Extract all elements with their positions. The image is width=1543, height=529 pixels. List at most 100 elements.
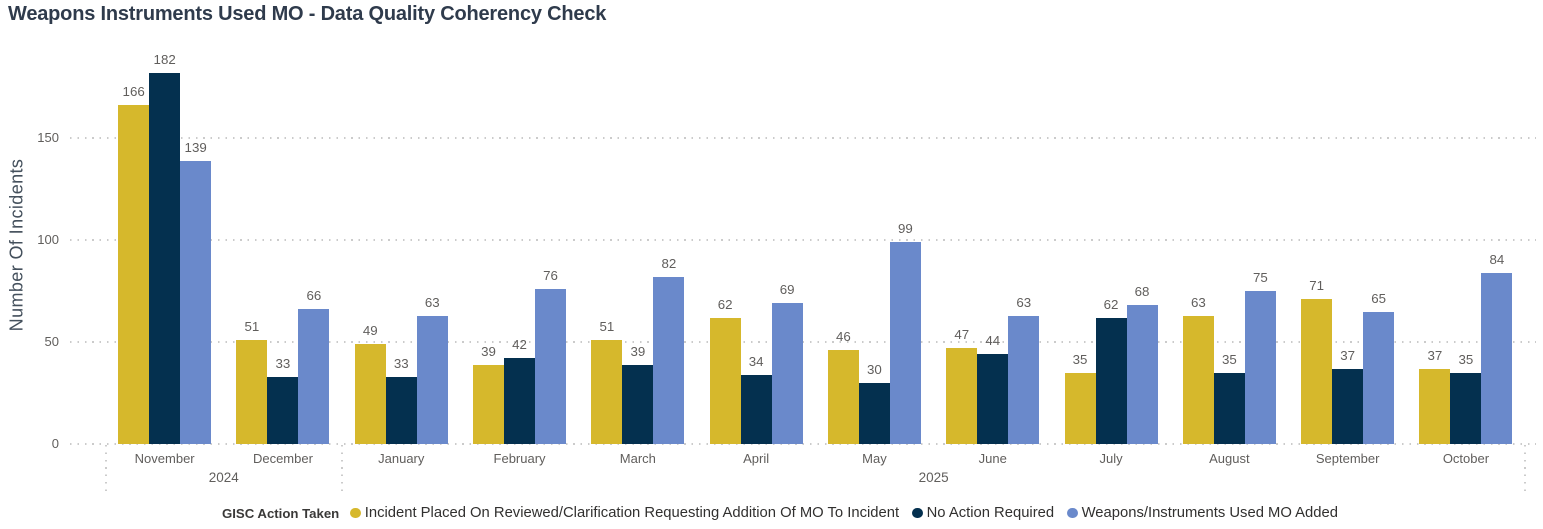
bar[interactable]: [1213, 372, 1245, 445]
legend-dot-icon: [350, 507, 361, 519]
x-axis-month-label: August: [1209, 451, 1250, 466]
value-label: 37: [1427, 347, 1443, 363]
legend-item[interactable]: Weapons/Instruments Used MO Added: [1067, 505, 1338, 521]
value-label: 63: [424, 294, 440, 310]
bar[interactable]: [709, 317, 741, 445]
bar[interactable]: [504, 358, 536, 445]
gridline-0: [70, 443, 1536, 446]
bar[interactable]: [416, 315, 448, 445]
legend-dot-icon: [912, 507, 923, 519]
y-tick-label: 150: [37, 130, 59, 146]
year-separator: [1524, 445, 1527, 492]
bar[interactable]: [1332, 368, 1364, 445]
value-label: 166: [122, 84, 145, 100]
x-axis-month-label: February: [493, 451, 546, 466]
legend-item-label: Incident Placed On Reviewed/Clarificatio…: [364, 505, 900, 521]
value-label: 42: [512, 337, 527, 353]
bar[interactable]: [1126, 305, 1158, 445]
bar[interactable]: [236, 340, 268, 445]
x-axis-month-label: May: [862, 451, 887, 466]
bar[interactable]: [1095, 317, 1127, 445]
legend-item-label: No Action Required: [926, 505, 1055, 521]
bar[interactable]: [267, 376, 299, 445]
bar[interactable]: [740, 374, 772, 445]
value-label: 63: [1016, 294, 1032, 310]
year-separator: [104, 445, 107, 492]
legend-items: Incident Placed On Reviewed/Clarificatio…: [350, 505, 1338, 521]
bar[interactable]: [827, 350, 859, 445]
bar[interactable]: [149, 72, 181, 445]
value-label: 71: [1309, 278, 1325, 294]
value-label: 46: [836, 329, 851, 345]
value-label: 62: [717, 296, 733, 312]
bar[interactable]: [771, 303, 803, 445]
bar[interactable]: [1419, 368, 1451, 445]
y-tick-label: 0: [51, 436, 59, 452]
y-tick-label: 50: [44, 334, 59, 350]
bar[interactable]: [180, 160, 212, 445]
value-label: 63: [1190, 294, 1206, 310]
chart-title: Weapons Instruments Used MO - Data Quali…: [8, 3, 607, 25]
bar[interactable]: [1182, 315, 1214, 445]
legend-title: GISC Action Taken: [222, 505, 340, 521]
gridline-100: [70, 239, 1536, 242]
bar[interactable]: [946, 348, 978, 445]
bar[interactable]: [118, 105, 150, 445]
bar[interactable]: [1008, 315, 1040, 445]
bar[interactable]: [622, 364, 654, 445]
bar[interactable]: [1450, 372, 1482, 445]
legend-dot-icon: [1067, 507, 1078, 519]
value-label: 139: [184, 139, 207, 155]
bar[interactable]: [1064, 372, 1096, 445]
x-axis-year-label: 2024: [208, 470, 239, 485]
x-axis-month-label: March: [619, 451, 656, 466]
bar[interactable]: [977, 354, 1009, 445]
x-axis-month-label: July: [1099, 451, 1123, 466]
legend-item[interactable]: Incident Placed On Reviewed/Clarificatio…: [350, 505, 899, 521]
bar[interactable]: [385, 376, 417, 445]
bar[interactable]: [1481, 272, 1513, 445]
bar[interactable]: [653, 276, 685, 445]
bar[interactable]: [298, 309, 330, 445]
bar[interactable]: [1363, 311, 1395, 445]
x-axis-month-label: June: [978, 451, 1007, 466]
legend: GISC Action Taken Incident Placed On Rev…: [222, 504, 1338, 522]
x-axis-month-label: January: [378, 451, 425, 466]
gridline-50: [70, 341, 1536, 344]
value-label: 34: [748, 353, 764, 369]
value-label: 35: [1072, 351, 1088, 367]
y-tick-label: 100: [37, 232, 59, 248]
value-label: 33: [393, 355, 409, 371]
value-label: 65: [1371, 290, 1387, 306]
bar[interactable]: [591, 340, 623, 445]
x-axis-month-label: December: [252, 451, 313, 466]
value-label: 33: [275, 355, 291, 371]
x-axis-month-label: September: [1315, 451, 1380, 466]
value-label: 99: [898, 221, 913, 237]
gridline-150: [70, 137, 1536, 140]
value-label: 47: [954, 327, 970, 343]
value-label: 49: [362, 323, 378, 339]
bar[interactable]: [535, 289, 567, 445]
bar[interactable]: [354, 344, 386, 445]
value-label: 35: [1458, 351, 1474, 367]
value-label: 62: [1103, 296, 1119, 312]
legend-item[interactable]: No Action Required: [912, 505, 1054, 521]
value-label: 84: [1489, 251, 1505, 267]
value-label: 75: [1252, 270, 1268, 286]
value-label: 69: [779, 282, 795, 298]
value-label: 35: [1221, 351, 1237, 367]
x-axis-month-label: October: [1442, 451, 1490, 466]
value-label: 76: [543, 268, 558, 284]
bar[interactable]: [1301, 299, 1333, 445]
bar[interactable]: [1244, 291, 1276, 445]
value-label: 66: [306, 288, 322, 304]
x-axis-year-label: 2025: [918, 470, 949, 485]
value-label: 44: [985, 333, 1001, 349]
bar[interactable]: [473, 364, 505, 445]
bar[interactable]: [889, 242, 921, 445]
value-label: 37: [1340, 347, 1356, 363]
bar[interactable]: [858, 382, 890, 445]
value-label: 51: [244, 319, 260, 335]
